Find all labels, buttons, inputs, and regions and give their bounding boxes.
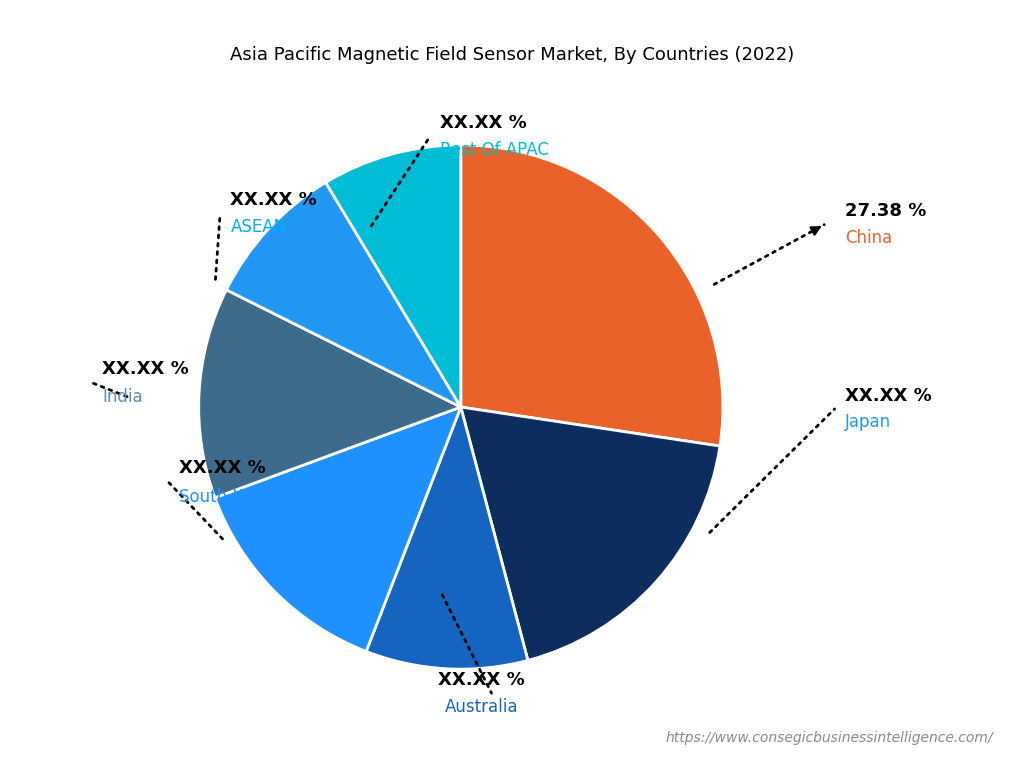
Text: XX.XX %: XX.XX % [102, 359, 189, 378]
Wedge shape [215, 407, 461, 651]
Text: XX.XX %: XX.XX % [230, 190, 317, 209]
Wedge shape [461, 407, 720, 660]
Text: India: India [102, 388, 143, 406]
Wedge shape [199, 290, 461, 498]
Text: XX.XX %: XX.XX % [440, 114, 527, 132]
Text: https://www.consegicbusinessintelligence.com/: https://www.consegicbusinessintelligence… [666, 731, 993, 745]
Wedge shape [326, 145, 461, 407]
Text: 27.38 %: 27.38 % [845, 202, 926, 220]
Wedge shape [367, 407, 528, 669]
Text: Asia Pacific Magnetic Field Sensor Market, By Countries (2022): Asia Pacific Magnetic Field Sensor Marke… [229, 46, 795, 64]
Wedge shape [461, 145, 723, 446]
Wedge shape [226, 183, 461, 407]
Text: XX.XX %: XX.XX % [438, 670, 524, 689]
Text: South Korea: South Korea [179, 488, 280, 506]
Text: XX.XX %: XX.XX % [845, 386, 932, 405]
Text: XX.XX %: XX.XX % [179, 459, 266, 478]
Text: Rest Of APAC: Rest Of APAC [440, 141, 549, 159]
Text: Japan: Japan [845, 413, 891, 432]
Text: China: China [845, 229, 892, 247]
Text: Australia: Australia [444, 697, 518, 716]
Text: ASEAN: ASEAN [230, 217, 287, 236]
